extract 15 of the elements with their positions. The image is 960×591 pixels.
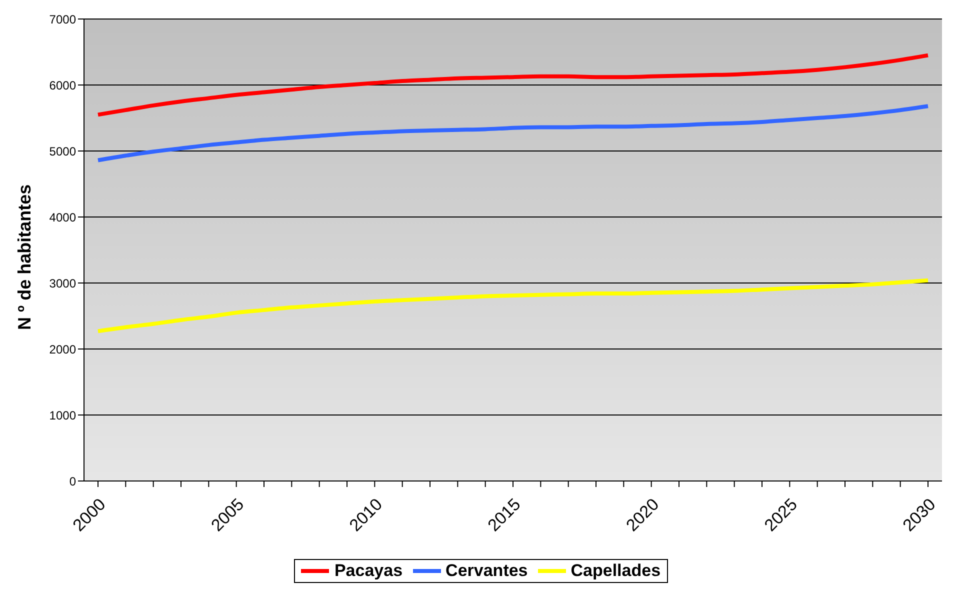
line-series	[96, 53, 930, 117]
y-tick-label: 7000	[49, 12, 76, 26]
y-tick-label: 4000	[49, 210, 76, 224]
y-tick-label: 0	[69, 474, 76, 488]
legend-label: Pacayas	[333, 561, 403, 581]
y-tick-label: 1000	[49, 408, 76, 422]
y-tick-label: 2000	[49, 342, 76, 356]
y-axis-title: N º de habitantes	[14, 184, 34, 330]
line-series	[96, 104, 930, 162]
legend-label: Cervantes	[444, 561, 528, 581]
line-series	[96, 278, 930, 334]
y-tick-label: 3000	[49, 276, 76, 290]
y-tick-label: 5000	[49, 144, 76, 158]
y-tick-label: 6000	[49, 78, 76, 92]
legend-label: Capellades	[570, 561, 661, 581]
